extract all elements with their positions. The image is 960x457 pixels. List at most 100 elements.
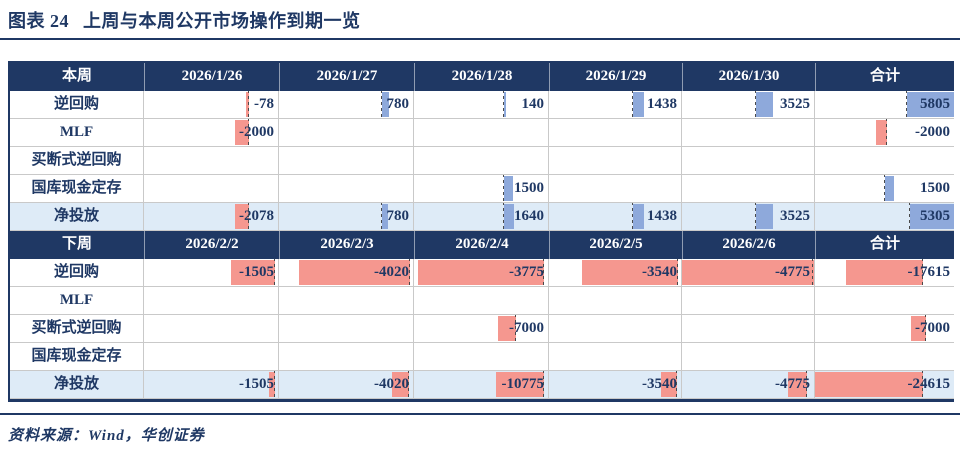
data-bar-negative <box>498 316 516 341</box>
bar-axis <box>381 91 383 118</box>
cell-value: 1500 <box>514 180 544 196</box>
value-cell: -78 <box>144 91 279 119</box>
bar-axis <box>883 175 885 202</box>
value-cell: -17615 <box>815 259 954 287</box>
value-cell: -1505 <box>144 259 279 287</box>
value-cell <box>549 287 682 315</box>
bar-axis <box>806 371 808 398</box>
value-cell <box>144 315 279 343</box>
bar-axis <box>542 259 544 286</box>
value-cell <box>279 175 414 203</box>
value-cell: -2000 <box>144 119 279 147</box>
value-cell <box>682 147 815 175</box>
data-bar-negative <box>787 372 808 397</box>
value-cell <box>549 343 682 371</box>
bar-axis <box>676 371 678 398</box>
bar-axis <box>905 91 907 118</box>
cell-value: -24615 <box>907 376 951 392</box>
bar-axis <box>677 259 679 286</box>
value-cell: 780 <box>279 91 414 119</box>
cell-value: -7000 <box>915 320 950 336</box>
value-cell: 5805 <box>815 91 954 119</box>
date-header-cell: 2026/2/2 <box>144 231 279 259</box>
bar-axis <box>754 91 756 118</box>
cell-value: -4775 <box>775 376 810 392</box>
data-bar-negative <box>582 260 679 285</box>
value-cell <box>279 287 414 315</box>
cell-value: -1505 <box>239 376 274 392</box>
data-bar-positive <box>755 92 774 117</box>
bar-axis <box>925 315 927 342</box>
cell-value: -7000 <box>509 320 544 336</box>
bar-axis <box>407 371 409 398</box>
value-cell: 140 <box>414 91 549 119</box>
cell-value: 780 <box>386 96 410 112</box>
value-cell <box>682 343 815 371</box>
cell-value: -2000 <box>915 124 950 140</box>
value-cell: 780 <box>279 203 414 231</box>
row-label: 净投放 <box>10 203 144 231</box>
value-cell: -24615 <box>815 371 954 399</box>
cell-value: -78 <box>254 96 274 112</box>
value-cell: -4775 <box>682 259 815 287</box>
cell-value: -17615 <box>907 264 951 280</box>
value-cell <box>144 343 279 371</box>
cell-value: -4020 <box>374 376 409 392</box>
bar-axis <box>274 259 276 286</box>
row-label: MLF <box>10 287 144 315</box>
cell-value: 1438 <box>647 96 677 112</box>
bar-axis <box>502 203 504 230</box>
open-market-operations-table: 本周 2026/1/26 2026/1/27 2026/1/28 2026/1/29 20… <box>8 61 954 402</box>
cell-value: 5805 <box>920 96 950 112</box>
row-label: 净投放 <box>10 371 144 399</box>
date-header-cell: 合计 <box>815 231 954 259</box>
value-cell: 3525 <box>682 203 815 231</box>
cell-value: -4020 <box>374 264 409 280</box>
bar-axis <box>502 175 504 202</box>
date-header-cell: 2026/1/29 <box>549 63 682 91</box>
date-header-cell: 合计 <box>815 63 954 91</box>
data-bar-negative <box>268 372 276 397</box>
value-cell: -3775 <box>414 259 549 287</box>
table-wrapper: 本周 2026/1/26 2026/1/27 2026/1/28 2026/1/29 20… <box>8 61 960 402</box>
figure-title: 图表 24 上周与本周公开市场操作到期一览 <box>8 7 960 33</box>
row-label: 逆回购 <box>10 259 144 287</box>
cell-value: -3540 <box>642 376 677 392</box>
date-header-cell: 2026/2/3 <box>279 231 414 259</box>
value-cell: 1500 <box>815 175 954 203</box>
bar-axis <box>542 371 544 398</box>
value-cell <box>815 147 954 175</box>
value-cell: -3540 <box>549 259 682 287</box>
bottom-divider <box>0 413 960 415</box>
figure-number: 图表 24 <box>8 11 69 31</box>
data-bar-negative <box>682 260 814 285</box>
title-divider <box>0 38 960 40</box>
date-header-cell: 2026/2/6 <box>682 231 815 259</box>
date-header-cell: 2026/2/4 <box>414 231 549 259</box>
bar-axis <box>632 91 634 118</box>
value-cell: -4020 <box>279 259 414 287</box>
value-cell <box>144 147 279 175</box>
data-bar-negative <box>235 204 249 229</box>
data-bar-negative <box>495 372 544 397</box>
data-bar-positive <box>884 176 895 201</box>
cell-value: 1500 <box>920 180 950 196</box>
data-bar-negative <box>845 260 924 285</box>
bar-axis <box>754 203 756 230</box>
value-cell: 1438 <box>549 91 682 119</box>
cell-value: -10775 <box>501 376 545 392</box>
value-cell <box>144 287 279 315</box>
cell-value: 140 <box>521 96 545 112</box>
row-label: 买断式逆回购 <box>10 147 144 175</box>
value-cell <box>549 119 682 147</box>
data-bar-positive <box>633 204 645 229</box>
data-bar-negative <box>245 92 249 117</box>
date-header-cell: 2026/2/5 <box>549 231 682 259</box>
data-bar-positive <box>906 92 954 117</box>
value-cell: -2078 <box>144 203 279 231</box>
value-cell: 1640 <box>414 203 549 231</box>
row-label: MLF <box>10 119 144 147</box>
data-bar-positive <box>633 92 645 117</box>
bar-axis <box>247 119 249 146</box>
